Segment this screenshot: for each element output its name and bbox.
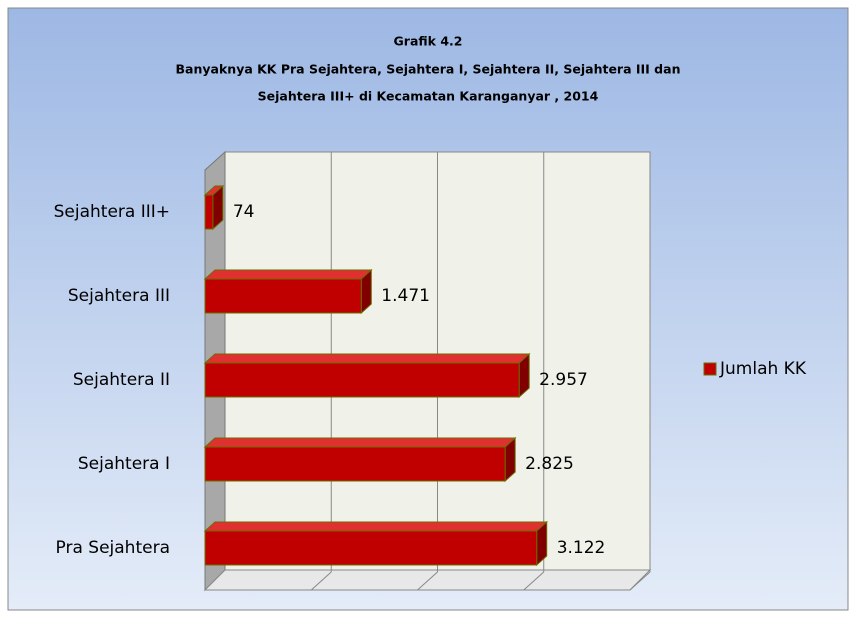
chart-title: Banyaknya KK Pra Sejahtera, Sejahtera I,… xyxy=(176,62,681,77)
y-tick-label: Sejahtera I xyxy=(78,454,170,474)
legend-swatch xyxy=(703,362,717,376)
data-label: 1.471 xyxy=(381,286,430,306)
y-tick-label: Pra Sejahtera xyxy=(56,538,170,558)
bar xyxy=(204,530,538,566)
data-label: 3.122 xyxy=(557,538,606,558)
y-tick-label: Sejahtera III xyxy=(68,286,170,306)
data-label: 2.957 xyxy=(539,370,588,390)
bar-top xyxy=(203,521,549,532)
grid-line xyxy=(629,571,651,591)
y-tick-label: Sejahtera III+ xyxy=(54,202,170,222)
data-label: 2.825 xyxy=(525,454,574,474)
legend-label: Jumlah KK xyxy=(719,359,807,379)
grid-line xyxy=(417,571,438,591)
bar xyxy=(204,194,214,230)
bar xyxy=(204,278,362,314)
floor xyxy=(203,569,652,591)
bar xyxy=(204,446,506,482)
grid-line xyxy=(523,571,545,591)
bar-top xyxy=(203,353,531,364)
grid-line xyxy=(310,571,332,591)
chart-title: Grafik 4.2 xyxy=(394,34,463,49)
y-tick-label: Sejahtera II xyxy=(73,370,170,390)
chart-title: Sejahtera III+ di Kecamatan Karanganyar … xyxy=(258,89,599,104)
data-label: 74 xyxy=(233,202,255,222)
bar-top xyxy=(203,269,373,280)
bar-top xyxy=(203,437,517,448)
bar xyxy=(204,362,520,398)
